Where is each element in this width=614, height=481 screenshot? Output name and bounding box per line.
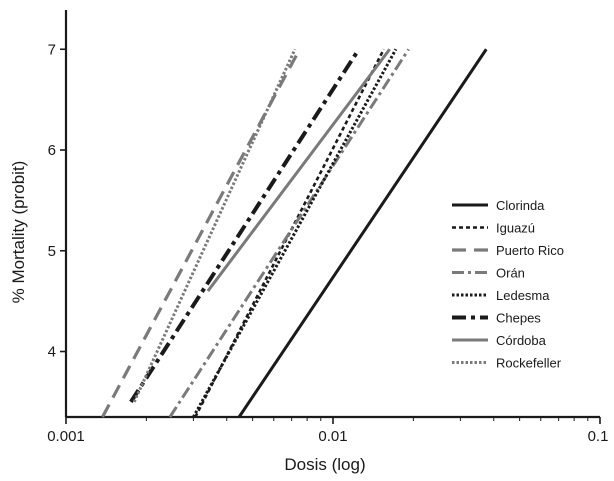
series-line-ledesma	[192, 48, 398, 418]
legend-label: Orán	[496, 266, 525, 281]
x-tick-label: 0.001	[47, 428, 85, 445]
y-tick-label: 7	[48, 41, 56, 58]
series-line-puerto-rico	[101, 48, 302, 418]
legend-label: Iguazú	[496, 221, 535, 236]
legend-label: Córdoba	[496, 333, 547, 348]
series-line-iguaz-	[194, 48, 385, 418]
x-tick-label: 0.01	[318, 428, 347, 445]
series-line-chepes	[129, 48, 361, 403]
series-line-or-n	[168, 48, 410, 418]
legend-label: Puerto Rico	[496, 243, 564, 258]
x-axis-title: Dosis (log)	[284, 455, 365, 474]
series-line-rockefeller	[132, 48, 297, 403]
y-tick-label: 6	[48, 142, 56, 159]
y-tick-label: 4	[48, 344, 56, 361]
series-line-c-rdoba	[206, 48, 391, 292]
legend-label: Rockefeller	[496, 356, 562, 371]
series-line-clorinda	[237, 48, 488, 418]
legend-label: Clorinda	[496, 198, 545, 213]
y-axis-title: % Mortality (probit)	[9, 161, 28, 304]
legend-label: Chepes	[496, 311, 541, 326]
legend-label: Ledesma	[496, 288, 550, 303]
x-tick-label: 0.1	[588, 428, 609, 445]
y-tick-label: 5	[48, 243, 56, 260]
